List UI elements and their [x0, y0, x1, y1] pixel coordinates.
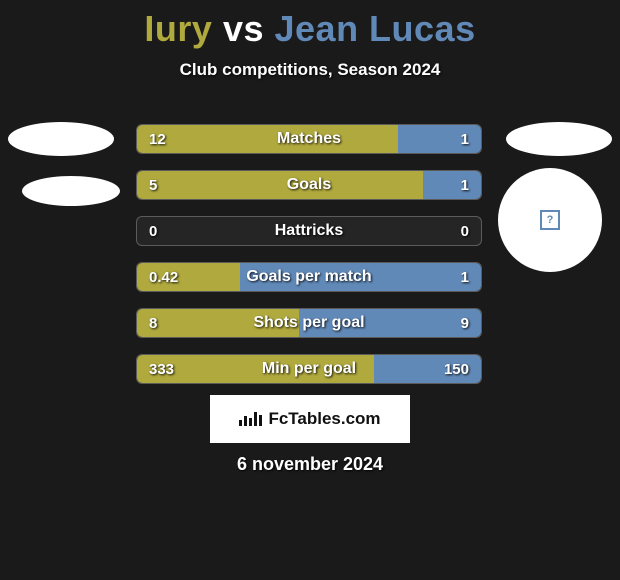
vs-text: vs — [223, 8, 264, 49]
player2-name: Jean Lucas — [275, 8, 476, 49]
subtitle: Club competitions, Season 2024 — [0, 60, 620, 80]
logo-text: FcTables.com — [268, 409, 380, 429]
player1-avatar-bottom — [22, 176, 120, 206]
stat-row: 00Hattricks — [136, 216, 482, 246]
date-text: 6 november 2024 — [0, 454, 620, 475]
stat-row: 0.421Goals per match — [136, 262, 482, 292]
stat-row: 89Shots per goal — [136, 308, 482, 338]
stat-row: 121Matches — [136, 124, 482, 154]
player1-name: Iury — [144, 8, 212, 49]
stats-container: 121Matches 51Goals 00Hattricks 0.421Goals p… — [136, 124, 482, 400]
stat-label: Goals per match — [137, 263, 481, 291]
stat-label: Shots per goal — [137, 309, 481, 337]
stat-label: Goals — [137, 171, 481, 199]
player2-avatar-top — [506, 122, 612, 156]
comparison-title: Iury vs Jean Lucas — [0, 0, 620, 50]
stat-label: Matches — [137, 125, 481, 153]
player1-avatar-top — [8, 122, 114, 156]
placeholder-icon: ? — [540, 210, 560, 230]
stat-label: Hattricks — [137, 217, 481, 245]
player2-avatar-bottom: ? — [498, 168, 602, 272]
stat-label: Min per goal — [137, 355, 481, 383]
fctables-logo: FcTables.com — [210, 395, 410, 443]
stat-row: 51Goals — [136, 170, 482, 200]
logo-bars-icon — [239, 412, 262, 426]
stat-row: 333150Min per goal — [136, 354, 482, 384]
